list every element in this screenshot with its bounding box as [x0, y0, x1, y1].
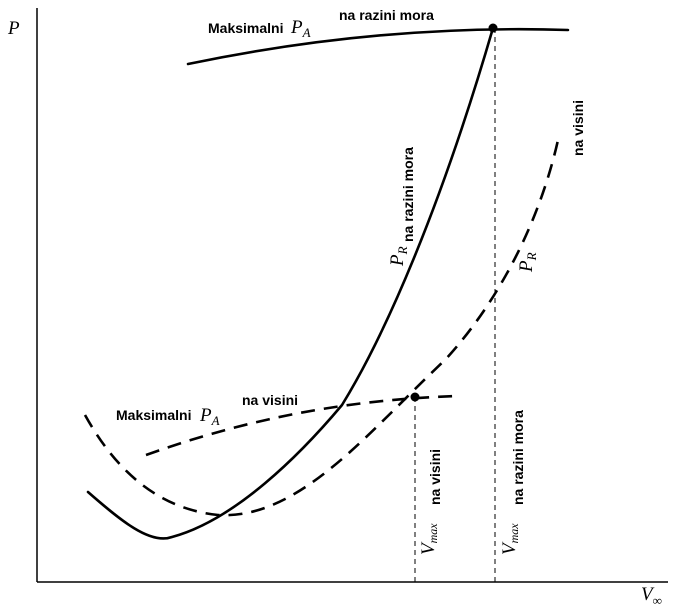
pa-altitude-label-symbol: PA	[199, 405, 220, 428]
pa-sea-level-label-symbol: PA	[290, 17, 311, 40]
pa-sea-level-curve	[186, 27, 570, 66]
vmax-sea-level-point	[488, 23, 498, 33]
x-axis-label: V∞	[641, 584, 662, 605]
pa-altitude-label-suffix: na visini	[242, 392, 298, 408]
pr-altitude-label-suffix: na visini	[570, 100, 586, 156]
pr-sea-level-label-suffix: na razini mora	[400, 147, 416, 242]
pr-altitude-curve	[83, 139, 560, 517]
pr-sea-level-label-symbol: PR	[387, 246, 410, 267]
pa-sea-level-label-suffix: na razini mora	[339, 7, 434, 23]
pr-altitude-label-symbol: PR	[516, 252, 539, 273]
vmax-altitude-label-suffix: na visini	[427, 449, 443, 505]
pa-altitude-label-prefix: Maksimalni	[116, 407, 191, 423]
vmax-sea-level-label-suffix: na razini mora	[510, 410, 526, 505]
pa-altitude-curve	[145, 394, 459, 457]
y-axis-label: P	[7, 18, 20, 39]
vmax-altitude-point	[410, 392, 420, 402]
pa-sea-level-label-prefix: Maksimalni	[208, 20, 283, 36]
vmax-altitude-label-symbol: Vmax	[418, 523, 440, 555]
vmax-sea-level-label-symbol: Vmax	[499, 523, 521, 555]
pr-sea-level-curve	[86, 26, 495, 540]
